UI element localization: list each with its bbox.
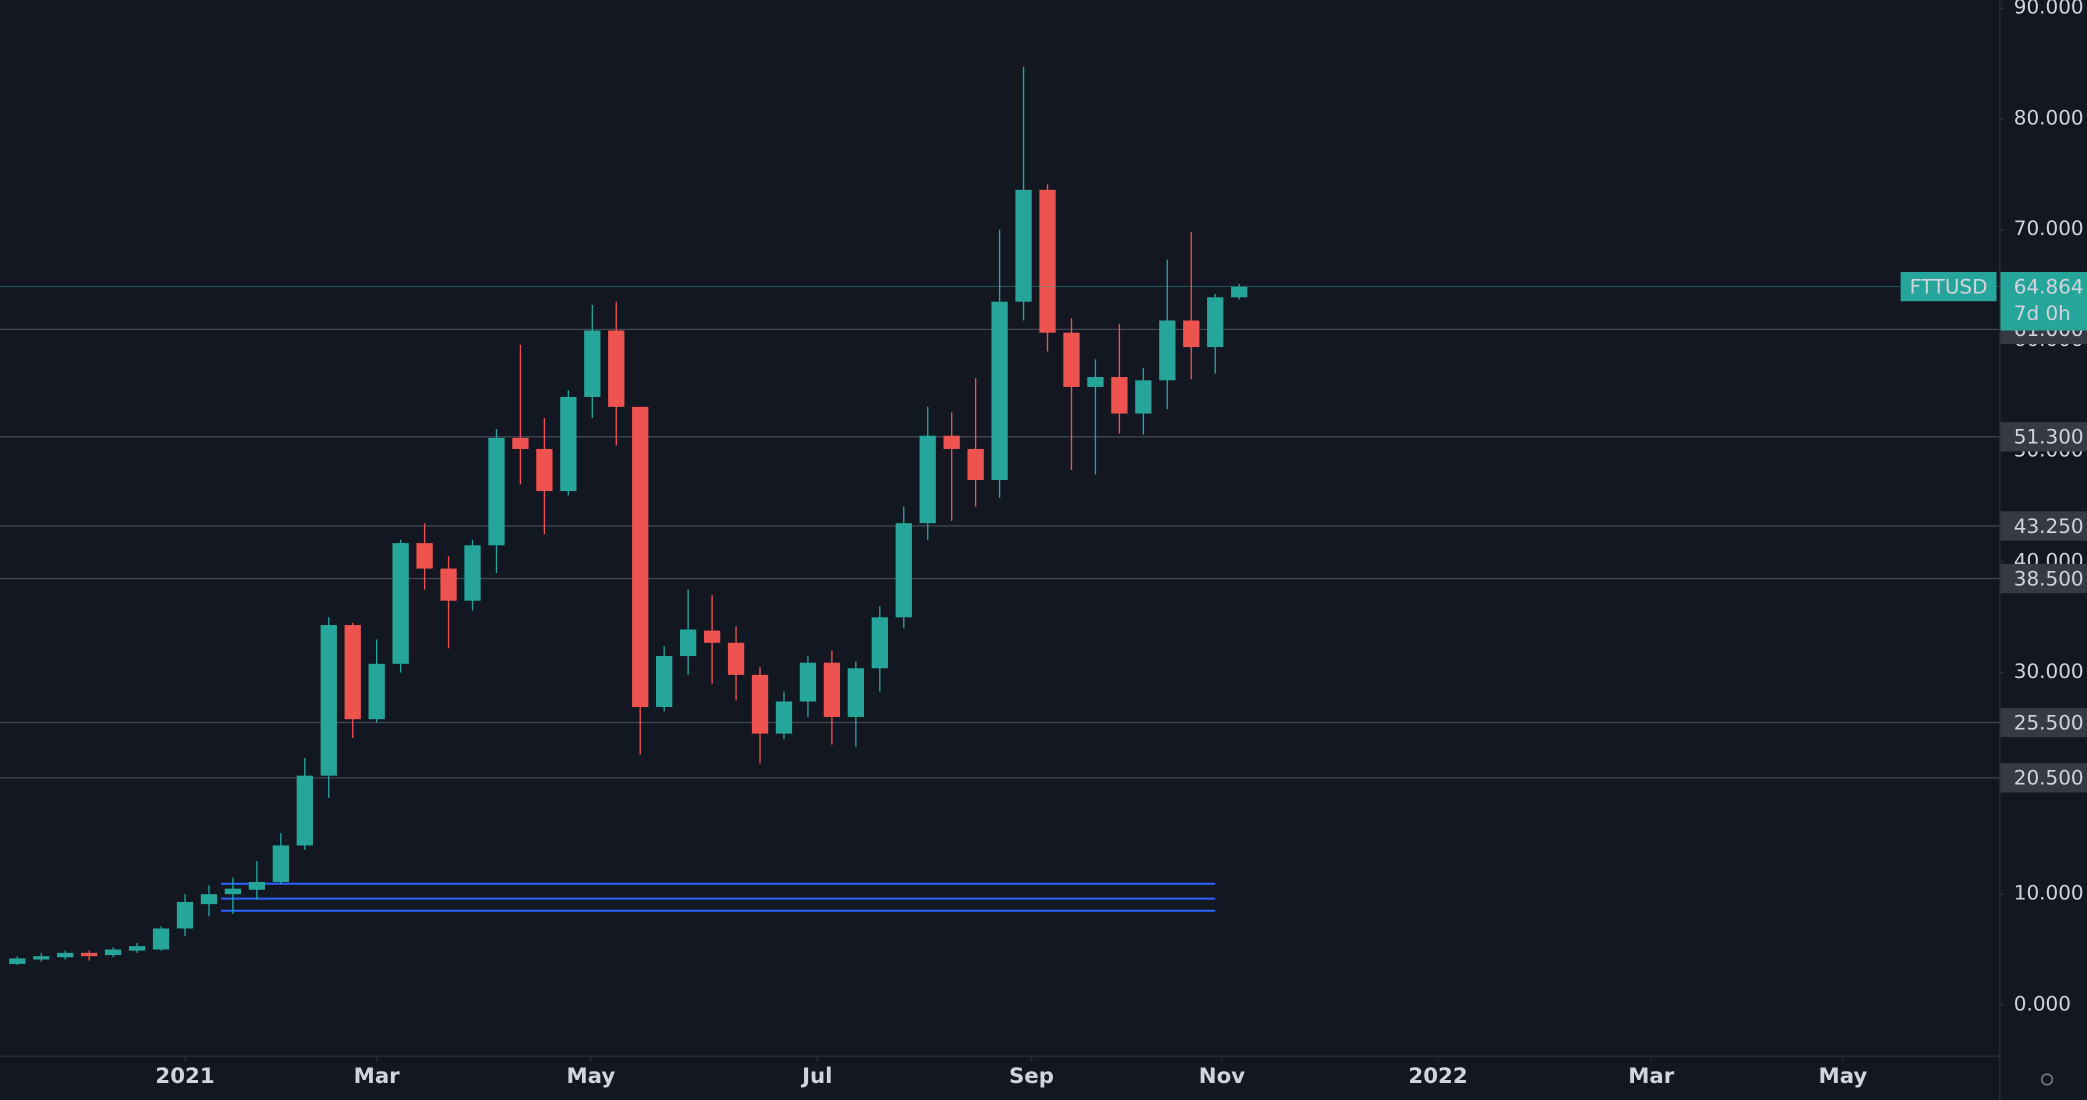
candle-body: [104, 949, 122, 956]
candle-body: [224, 888, 242, 895]
settings-icon[interactable]: [2040, 1073, 2054, 1086]
candle-body: [919, 435, 936, 524]
countdown-label: 7d 0h: [2014, 301, 2071, 325]
candle-body: [488, 437, 505, 546]
x-tick-label: 2022: [1408, 1064, 1467, 1089]
x-tick-label: Nov: [1199, 1064, 1245, 1089]
candle-body: [81, 952, 98, 957]
level-label-box: [2000, 511, 2087, 541]
price-axis: 0.00010.00020.00030.00040.00050.00060.00…: [1999, 0, 2087, 1015]
plot-area: [0, 66, 2000, 966]
x-tick-label: Jul: [800, 1064, 832, 1089]
candle-body: [608, 330, 625, 407]
candle-body: [9, 958, 26, 964]
level-label-box: [2000, 707, 2087, 738]
level-label: 25.500: [2014, 710, 2084, 734]
y-tick-label: 80.000: [2014, 105, 2084, 129]
candle-body: [823, 662, 841, 717]
candle-body: [1231, 286, 1248, 298]
candle-body: [392, 543, 409, 664]
candle-body: [1111, 376, 1128, 414]
candle-body: [536, 448, 553, 492]
candle-body: [1207, 297, 1224, 348]
candle-body: [1087, 376, 1104, 387]
candle-body: [33, 956, 50, 960]
candle-body: [200, 894, 218, 905]
candle-body: [176, 901, 194, 929]
x-tick-label: May: [566, 1064, 615, 1089]
candle-body: [560, 396, 577, 492]
candle-body: [296, 775, 313, 846]
candle-body: [344, 625, 361, 720]
candle-body: [1015, 189, 1032, 302]
candle-body: [775, 701, 793, 734]
price-label-box: [2000, 271, 2087, 331]
y-tick-label: 10.000: [2014, 881, 2084, 905]
level-label-box: [2000, 422, 2087, 452]
x-tick-label: 2021: [155, 1064, 214, 1089]
candle-body: [895, 523, 912, 618]
y-tick-label: 90.000: [2014, 0, 2084, 19]
level-label: 43.250: [2014, 514, 2084, 538]
candle-body: [57, 952, 74, 958]
candle-body: [871, 617, 888, 669]
y-tick-label: 30.000: [2014, 659, 2084, 683]
candle-body: [847, 668, 864, 717]
x-tick-label: Sep: [1009, 1064, 1054, 1089]
candle-body: [320, 625, 337, 776]
candle-body: [416, 543, 433, 569]
candle-body: [799, 662, 817, 702]
level-label: 51.300: [2014, 425, 2084, 449]
candle-body: [967, 448, 984, 480]
candle-body: [1135, 380, 1152, 414]
candle-body: [584, 330, 601, 397]
candle-body: [248, 881, 266, 890]
candle-body: [152, 928, 170, 950]
level-label: 38.500: [2014, 566, 2084, 590]
candle-body: [991, 301, 1008, 480]
candle-body: [368, 663, 385, 720]
candle-body: [1159, 320, 1176, 381]
candle-body: [1183, 320, 1200, 348]
symbol-label: FTTUSD: [1910, 274, 1988, 298]
symbol-label-box: [1900, 271, 1997, 302]
level-label-box: [2000, 563, 2087, 594]
candle-body: [632, 406, 649, 708]
candle-body: [1039, 189, 1056, 333]
y-tick-label: 70.000: [2014, 216, 2084, 240]
candle-body: [1063, 332, 1080, 387]
candle-body: [751, 674, 769, 734]
candle-body: [679, 629, 697, 657]
candle-body: [703, 630, 721, 643]
candle-body: [512, 437, 529, 449]
candle-body: [943, 435, 960, 449]
candle-body: [128, 946, 146, 951]
price-label: 64.864: [2014, 274, 2084, 298]
candle-body: [656, 656, 673, 708]
x-tick-label: May: [1819, 1064, 1868, 1089]
candle-body: [727, 642, 745, 675]
x-tick-label: Mar: [1628, 1064, 1675, 1089]
level-label: 20.500: [2014, 766, 2084, 790]
candle-body: [464, 545, 481, 601]
level-label-box: [2000, 763, 2087, 793]
candle-body: [272, 845, 289, 882]
y-tick-label: 0.000: [2014, 991, 2071, 1015]
candle-body: [440, 568, 457, 601]
x-tick-label: Mar: [354, 1064, 401, 1089]
